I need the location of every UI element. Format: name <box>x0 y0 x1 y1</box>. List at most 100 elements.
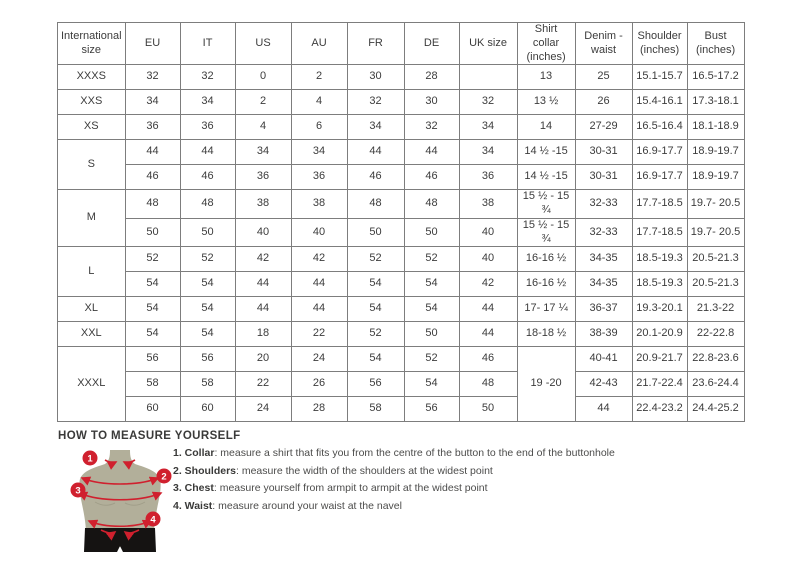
table-cell: 20.9-21.7 <box>631 346 688 373</box>
table-cell: 30 <box>403 89 460 116</box>
table-cell: 34-35 <box>574 271 633 298</box>
table-cell: XXS <box>57 89 126 116</box>
table-cell: 20 <box>234 346 292 373</box>
table-cell: 52 <box>124 246 181 273</box>
table-row: 58 58 22 26 56 54 48 42-43 21.7-22.4 23.6-24.4 <box>58 371 745 398</box>
table-cell: 32 <box>124 64 181 91</box>
table-cell: 0 <box>234 64 292 91</box>
table-cell: 50 <box>458 396 518 423</box>
table-cell: 50 <box>179 217 236 248</box>
step-text: : measure yourself from armpit to armpit… <box>213 482 488 494</box>
table-cell: 46 <box>179 164 236 191</box>
table-cell: L <box>57 246 126 298</box>
table-cell: 54 <box>179 321 236 348</box>
waist-measure-line <box>100 529 117 541</box>
table-row: M 48 48 38 38 48 48 38 15 ½ - 15 ¾ 32-33 17.7-18.5… <box>57 189 745 248</box>
table-cell: 48 <box>346 189 405 219</box>
table-cell: 32 <box>346 89 405 116</box>
table-cell: 17.7-18.5 <box>631 189 688 219</box>
table-cell: 14 ½ -15 <box>516 164 576 191</box>
table-cell: 54 <box>346 296 405 323</box>
marker-4-circle <box>145 511 161 527</box>
table-cell: 32 <box>458 89 518 116</box>
size-chart-body: XXXS 32 32 0 2 30 28 13 25 15.1-15.7 16.5-17.2 XXS 3… <box>57 64 745 423</box>
table-cell: 16.5-16.4 <box>631 114 688 141</box>
table-row: XS 36 36 4 6 34 32 34 14 27-29 16.5-16.4 18.1-18.9 <box>57 114 745 141</box>
column-header: International size <box>57 21 126 66</box>
table-cell: 18.5-19.3 <box>631 271 688 298</box>
measure-steps-list: 1. Collar: measure a shirt that fits you… <box>173 447 733 517</box>
table-row: XXS 34 34 2 4 32 30 32 13 ½ 26 15.4-16.1 17.3-18.1 <box>57 89 745 116</box>
chest-measure-line <box>77 491 163 501</box>
table-cell: 34 <box>234 139 292 166</box>
measurement-lines <box>77 459 163 541</box>
table-cell: 24 <box>290 346 348 373</box>
table-cell: 34 <box>458 139 518 166</box>
column-header: DE <box>403 21 460 66</box>
table-cell: 48 <box>179 189 236 219</box>
table-cell: 46 <box>403 164 460 191</box>
table-cell: 22 <box>290 321 348 348</box>
table-cell: 52 <box>346 246 405 273</box>
table-cell: 22-22.8 <box>686 321 745 348</box>
table-cell: 56 <box>179 346 236 373</box>
table-cell: 46 <box>458 346 518 373</box>
table-cell: 48 <box>458 371 518 398</box>
column-header: AU <box>290 21 348 66</box>
table-cell: 38 <box>234 189 292 219</box>
table-cell: 50 <box>403 217 460 248</box>
table-cell: 42 <box>290 246 348 273</box>
table-cell: 40 <box>234 217 292 248</box>
table-cell: 25 <box>574 64 633 91</box>
measure-step-waist: 4. Waist: measure around your waist at t… <box>173 500 733 512</box>
measure-guide-title: HOW TO MEASURE YOURSELF <box>58 430 241 442</box>
table-cell: 17.7-18.5 <box>631 217 688 248</box>
measure-step-collar: 1. Collar: measure a shirt that fits you… <box>173 447 733 459</box>
table-cell: 40-41 <box>574 346 633 373</box>
table-cell: 38-39 <box>574 321 633 348</box>
table-cell: 20.1-20.9 <box>631 321 688 348</box>
table-cell <box>458 64 518 91</box>
table-cell: 56 <box>346 371 405 398</box>
table-cell: 48 <box>403 189 460 219</box>
table-cell: 42 <box>458 271 518 298</box>
table-row: XL 54 54 44 44 54 54 44 17- 17 ¼ 36-37 19.3-20.1 21… <box>57 296 745 323</box>
table-cell: 32 <box>403 114 460 141</box>
table-cell: 56 <box>403 396 460 423</box>
table-cell: 40 <box>458 217 518 248</box>
column-header: FR <box>346 21 405 66</box>
table-cell: 18.1-18.9 <box>686 114 745 141</box>
marker-1-circle <box>82 450 98 466</box>
mannequin-diagram: 1 2 3 4 <box>70 450 172 552</box>
table-cell: 28 <box>403 64 460 91</box>
table-cell: 30-31 <box>574 164 633 191</box>
table-cell: XS <box>57 114 126 141</box>
table-cell: 18.9-19.7 <box>686 164 745 191</box>
mannequin-shorts <box>84 528 156 552</box>
table-cell: 42 <box>234 246 292 273</box>
table-cell: 16-16 ½ <box>516 271 576 298</box>
step-label: 3. Chest <box>173 482 214 494</box>
table-cell: 54 <box>179 271 236 298</box>
table-cell: 44 <box>124 139 181 166</box>
table-cell: 28 <box>290 396 348 423</box>
table-cell: 34 <box>124 89 181 116</box>
table-cell: 60 <box>124 396 181 423</box>
table-cell: 52 <box>403 246 460 273</box>
table-cell: 18.9-19.7 <box>686 139 745 166</box>
table-cell: 18 <box>234 321 292 348</box>
size-chart-table: International size EU IT US AU FR DE UK size Shi… <box>57 21 745 423</box>
table-cell: 46 <box>124 164 181 191</box>
table-cell: 18-18 ½ <box>516 321 576 348</box>
marker-3-number: 3 <box>75 486 80 497</box>
step-text: : measure a shirt that fits you from the… <box>214 447 615 459</box>
table-cell: 13 <box>516 64 576 91</box>
table-cell: 16.5-17.2 <box>686 64 745 91</box>
table-cell: 16.9-17.7 <box>631 139 688 166</box>
table-row: XXXL 56 56 20 24 54 52 46 19 -20 40-41 20.9-21.7 22… <box>57 346 745 423</box>
column-header: Denim - waist <box>574 21 633 66</box>
table-cell: 34 <box>290 139 348 166</box>
table-cell: 17.3-18.1 <box>686 89 745 116</box>
table-cell: 52 <box>346 321 405 348</box>
